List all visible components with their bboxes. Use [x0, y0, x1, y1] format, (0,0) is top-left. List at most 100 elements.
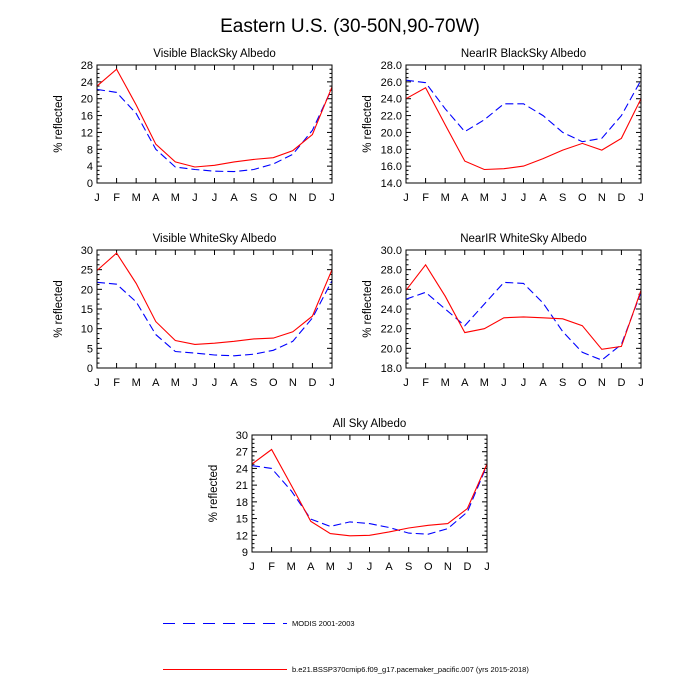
visible-blacksky-model-line: [96, 68, 333, 168]
allsky-ytick-label: 30: [236, 430, 248, 442]
nearir-blacksky-xtick-label: J: [638, 192, 644, 204]
visible-whitesky-panel: Visible WhiteSky Albedo % reflected 0 5 10 15…: [53, 233, 335, 389]
allsky-xtick-label: J: [347, 561, 353, 573]
visible-blacksky-title: Visible BlackSky Albedo: [153, 48, 276, 60]
allsky-ytick-label: 24: [236, 463, 248, 475]
nearir-blacksky-ytick-label: 26.0: [381, 77, 402, 89]
visible-whitesky-ytick-label: 20: [81, 284, 93, 296]
visible-whitesky-xtick-label: M: [171, 377, 180, 389]
visible-whitesky-xtick-label: J: [94, 377, 100, 389]
nearir-blacksky-xtick-label: A: [461, 192, 469, 204]
visible-blacksky-xtick-label: N: [289, 192, 297, 204]
visible-blacksky-xtick-label: J: [212, 192, 218, 204]
nearir-whitesky-xtick-label: A: [461, 377, 469, 389]
nearir-whitesky-ytick-label: 28.0: [381, 265, 402, 277]
allsky-xtick-label: O: [424, 561, 433, 573]
visible-whitesky-xtick-label: O: [269, 377, 278, 389]
visible-whitesky-xtick-label: J: [329, 377, 335, 389]
nearir-blacksky-xtick-label: N: [598, 192, 606, 204]
nearir-whitesky-xtick-label: O: [578, 377, 587, 389]
allsky-xtick-label: D: [463, 561, 471, 573]
visible-whitesky-xtick-label: A: [152, 377, 160, 389]
allsky-modis-line: [251, 464, 488, 535]
nearir-blacksky-xtick-label: J: [501, 192, 507, 204]
visible-blacksky-ytick-label: 24: [81, 77, 93, 89]
nearir-blacksky-ytick-label: 14.0: [381, 178, 402, 190]
legend-modis-label: MODIS 2001-2003: [292, 619, 355, 628]
nearir-blacksky-xtick-label: D: [617, 192, 625, 204]
visible-whitesky-xtick-label: J: [212, 377, 218, 389]
nearir-whitesky-xtick-label: J: [638, 377, 644, 389]
nearir-whitesky-xtick-label: N: [598, 377, 606, 389]
visible-whitesky-ytick-label: 5: [87, 343, 93, 355]
legend-model-label: b.e21.BSSP370cmip6.f09_g17.pacemaker_pac…: [292, 665, 529, 674]
visible-blacksky-ytick-label: 28: [81, 60, 93, 72]
nearir-blacksky-ytick-label: 24.0: [381, 94, 402, 106]
allsky-ytick-label: 12: [236, 530, 248, 542]
nearir-blacksky-ylabel: % reflected: [362, 95, 374, 153]
nearir-whitesky-xtick-label: S: [559, 377, 566, 389]
visible-blacksky-ytick-label: 8: [87, 144, 93, 156]
nearir-whitesky-ytick-label: 18.0: [381, 363, 402, 375]
nearir-whitesky-ytick-label: 24.0: [381, 304, 402, 316]
visible-whitesky-title: Visible WhiteSky Albedo: [153, 233, 277, 245]
nearir-whitesky-modis-line: [405, 281, 642, 361]
allsky-xtick-label: M: [326, 561, 335, 573]
nearir-whitesky-ytick-label: 20.0: [381, 343, 402, 355]
visible-whitesky-xtick-label: A: [230, 377, 238, 389]
visible-whitesky-ylabel: % reflected: [53, 280, 65, 338]
nearir-blacksky-model-line: [405, 87, 642, 171]
visible-whitesky-modis-line: [96, 280, 333, 357]
nearir-whitesky-xtick-label: J: [521, 377, 527, 389]
visible-blacksky-ytick-label: 12: [81, 127, 93, 139]
allsky-model-line: [251, 448, 488, 537]
allsky-ytick-label: 9: [242, 547, 248, 559]
visible-blacksky-xtick-label: M: [132, 192, 141, 204]
visible-blacksky-xtick-label: J: [94, 192, 100, 204]
nearir-blacksky-xtick-label: A: [539, 192, 547, 204]
allsky-title: All Sky Albedo: [333, 418, 407, 430]
allsky-ytick-label: 21: [236, 480, 248, 492]
nearir-blacksky-ytick-label: 16.0: [381, 161, 402, 173]
allsky-xtick-label: S: [405, 561, 412, 573]
nearir-whitesky-panel: NearIR WhiteSky Albedo % reflected 18.0 20.…: [362, 233, 644, 389]
nearir-blacksky-ytick-label: 28.0: [381, 60, 402, 72]
visible-whitesky-ytick-label: 30: [81, 245, 93, 257]
visible-blacksky-xtick-label: F: [113, 192, 120, 204]
nearir-whitesky-frame: [405, 249, 642, 369]
visible-blacksky-xtick-label: M: [171, 192, 180, 204]
nearir-whitesky-title: NearIR WhiteSky Albedo: [460, 233, 587, 245]
allsky-xtick-label: J: [367, 561, 373, 573]
visible-whitesky-xtick-label: S: [250, 377, 257, 389]
visible-whitesky-ytick-label: 25: [81, 265, 93, 277]
allsky-xtick-label: A: [385, 561, 393, 573]
visible-blacksky-ytick-label: 4: [87, 161, 93, 173]
visible-blacksky-panel: Visible BlackSky Albedo % reflected 0 4 8 12 1…: [53, 48, 335, 204]
visible-whitesky-xtick-label: F: [113, 377, 120, 389]
nearir-whitesky-ytick-label: 22.0: [381, 324, 402, 336]
visible-blacksky-xtick-label: O: [269, 192, 278, 204]
visible-whitesky-model-line: [96, 252, 333, 345]
visible-blacksky-xtick-label: A: [152, 192, 160, 204]
visible-whitesky-xtick-label: M: [132, 377, 141, 389]
nearir-blacksky-ytick-label: 20.0: [381, 127, 402, 139]
allsky-ytick-label: 15: [236, 514, 248, 526]
visible-whitesky-ytick-label: 0: [87, 363, 93, 375]
legend: MODIS 2001-2003 b.e21.BSSP370cmip6.f09_g…: [163, 619, 529, 674]
visible-whitesky-ytick-label: 10: [81, 324, 93, 336]
allsky-panel: All Sky Albedo % reflected 9 12 15 18 21 24 27 30…: [208, 418, 490, 573]
allsky-xtick-label: J: [249, 561, 255, 573]
nearir-whitesky-xtick-label: D: [617, 377, 625, 389]
visible-blacksky-xtick-label: A: [230, 192, 238, 204]
nearir-whitesky-ytick-label: 26.0: [381, 284, 402, 296]
nearir-blacksky-ytick-label: 18.0: [381, 144, 402, 156]
nearir-blacksky-panel: NearIR BlackSky Albedo % reflected 14.0 16.…: [362, 48, 644, 204]
allsky-xtick-label: N: [444, 561, 452, 573]
visible-blacksky-modis-line: [96, 87, 333, 173]
nearir-blacksky-xtick-label: F: [422, 192, 429, 204]
nearir-whitesky-xtick-label: J: [403, 377, 409, 389]
nearir-blacksky-xtick-label: O: [578, 192, 587, 204]
visible-blacksky-ylabel: % reflected: [53, 95, 65, 153]
visible-whitesky-xtick-label: J: [192, 377, 198, 389]
